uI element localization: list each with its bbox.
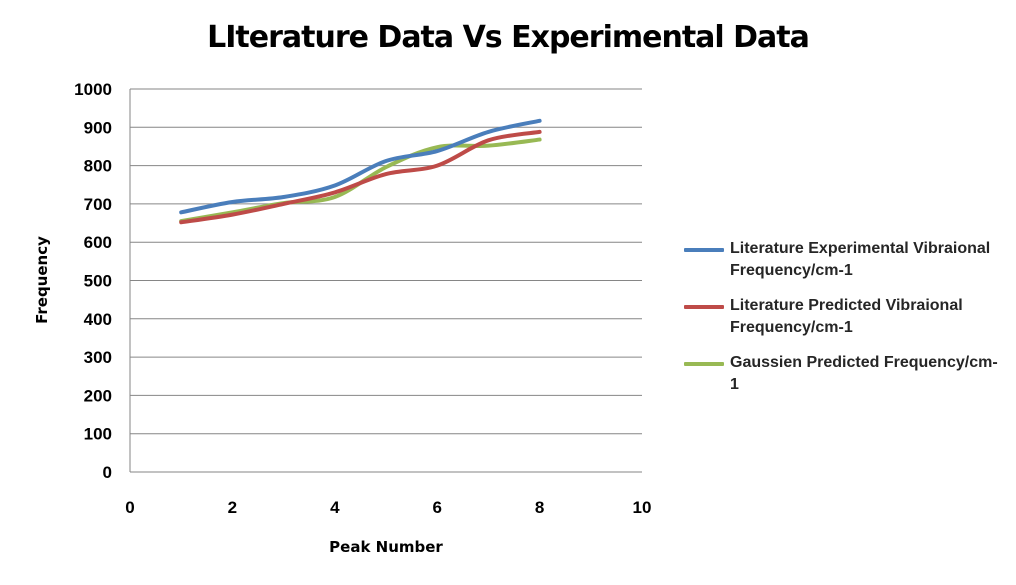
x-tick-label-8: 8	[535, 498, 544, 517]
y-tick-label-100: 100	[84, 425, 112, 444]
series-lines	[179, 118, 542, 225]
legend-item-3: Gaussien Predicted Frequency/cm-1	[684, 352, 1000, 396]
series-line-3	[179, 137, 542, 224]
legend-label-2: Literature Predicted Vibraional Frequenc…	[730, 297, 963, 336]
y-tick-label-900: 900	[84, 118, 112, 137]
series-line-1	[179, 118, 542, 215]
y-tick-label-600: 600	[84, 233, 112, 252]
y-tick-label-0: 0	[103, 463, 112, 482]
x-tick-label-2: 2	[228, 498, 237, 517]
y-tick-label-800: 800	[84, 157, 112, 176]
chart-title: LIterature Data Vs Experimental Data	[207, 20, 810, 55]
legend-item-1: Literature Experimental Vibraional Frequ…	[684, 238, 1000, 282]
legend-swatch-2	[684, 305, 724, 309]
legend-swatch-3	[684, 362, 724, 366]
y-axis-label: Frequency	[33, 236, 51, 324]
series-line-2	[179, 129, 542, 225]
x-tick-labels: 0 2 4 6 8 10	[125, 498, 651, 517]
x-tick-label-4: 4	[330, 498, 340, 517]
legend-swatch-1	[684, 248, 724, 252]
y-tick-label-200: 200	[84, 386, 112, 405]
legend-label-3: Gaussien Predicted Frequency/cm-1	[730, 354, 998, 393]
axes	[129, 89, 642, 473]
legend-item-2: Literature Predicted Vibraional Frequenc…	[684, 295, 1000, 339]
y-tick-label-700: 700	[84, 195, 112, 214]
x-axis-label: Peak Number	[329, 538, 443, 556]
x-tick-label-6: 6	[432, 498, 441, 517]
grid-lines	[130, 88, 642, 435]
x-tick-label-0: 0	[125, 498, 134, 517]
y-tick-label-500: 500	[84, 272, 112, 291]
x-tick-label-10: 10	[633, 498, 652, 517]
y-tick-label-400: 400	[84, 310, 112, 329]
y-tick-labels: 0 100 200 300 400 500 600 700 800 900 1000	[74, 80, 112, 482]
legend-label-1: Literature Experimental Vibraional Frequ…	[730, 240, 991, 279]
chart-legend: Literature Experimental Vibraional Frequ…	[684, 238, 1014, 409]
y-tick-label-300: 300	[84, 348, 112, 367]
y-tick-label-1000: 1000	[74, 80, 112, 99]
